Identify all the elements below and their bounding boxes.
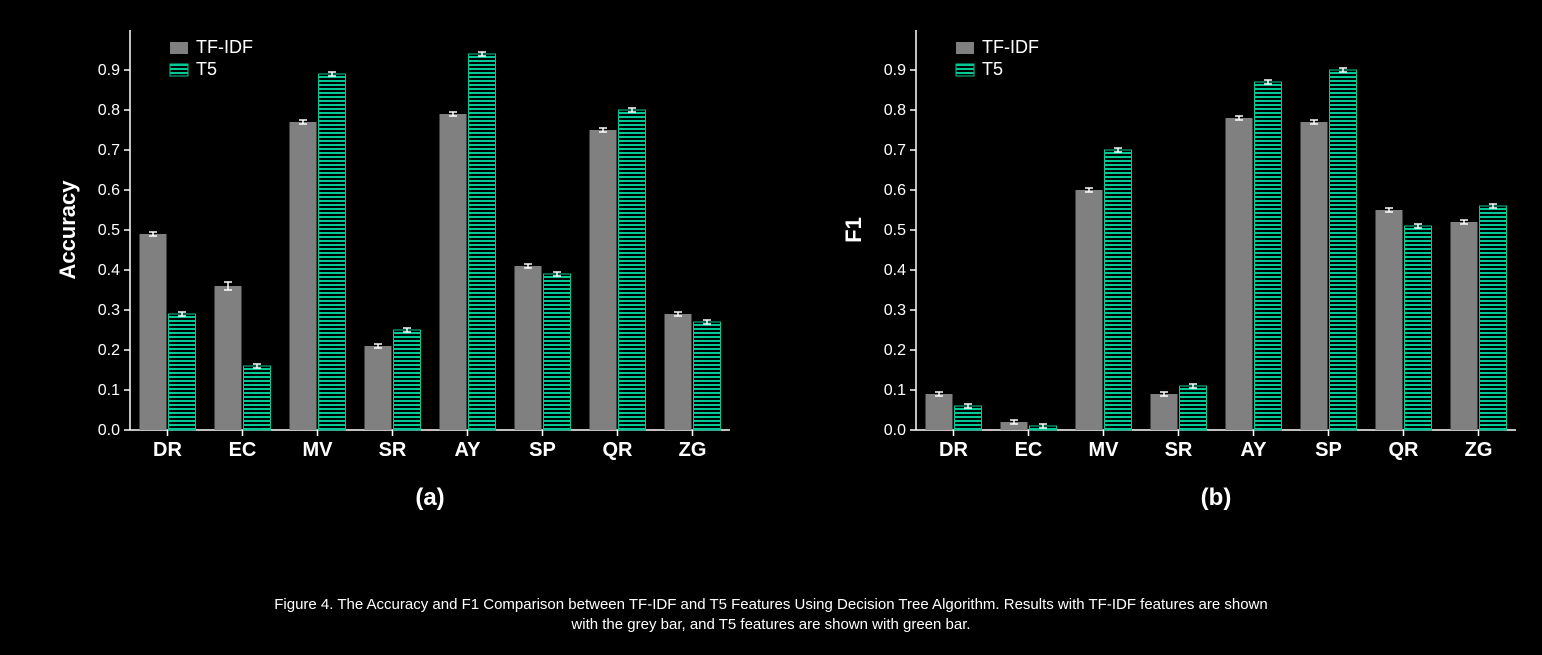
legend-label-tfidf: TF-IDF [196, 37, 253, 57]
ytick-label: 0.7 [98, 142, 120, 159]
ytick-label: 0.5 [98, 222, 120, 239]
ytick-label: 0.6 [884, 182, 906, 199]
ytick-label: 0.2 [98, 342, 120, 359]
legend-label-t5: T5 [196, 59, 217, 79]
bar-t5 [394, 330, 421, 430]
category-label: SR [1165, 439, 1193, 461]
category-label: ZG [1465, 439, 1493, 461]
ytick-label: 0.7 [884, 142, 906, 159]
bar-tfidf [515, 266, 542, 430]
panel-label: (a) [415, 484, 444, 511]
bar-tfidf [215, 286, 242, 430]
panel-b: 0.0 0.1 0.2 0.3 0.4 0.5 0.6 0.7 0.8 0.9 F1 DR EC MV SR… [841, 30, 1516, 511]
bar-tfidf [365, 346, 392, 430]
bar-t5 [244, 366, 271, 430]
ytick-label: 0.0 [98, 422, 120, 439]
ytick-label: 0.3 [98, 302, 120, 319]
category-label: QR [1389, 439, 1420, 461]
ytick-label: 0.8 [98, 102, 120, 119]
ytick-label: 0.9 [98, 62, 120, 79]
ytick-label: 0.2 [884, 342, 906, 359]
bar-t5 [1180, 386, 1207, 430]
category-label: EC [229, 439, 257, 461]
bar-t5 [544, 274, 571, 430]
bar-tfidf [926, 394, 953, 430]
ytick-label: 0.4 [884, 262, 906, 279]
ytick-label: 0.6 [98, 182, 120, 199]
ytick-label: 0.9 [884, 62, 906, 79]
legend-label-tfidf: TF-IDF [982, 37, 1039, 57]
category-label: SP [529, 439, 556, 461]
category-label: AY [455, 439, 482, 461]
bar-t5 [169, 314, 196, 430]
category-label: AY [1241, 439, 1268, 461]
bar-t5 [1480, 206, 1507, 430]
panel-a: 0.0 0.1 0.2 0.3 0.4 0.5 0.6 0.7 0.8 0.9 Accuracy DR… [55, 30, 730, 511]
ytick-label: 0.1 [98, 382, 120, 399]
category-label: SP [1315, 439, 1342, 461]
bar-t5 [619, 110, 646, 430]
bar-tfidf [1301, 122, 1328, 430]
bar-tfidf [1151, 394, 1178, 430]
bar-tfidf [1076, 190, 1103, 430]
bar-t5 [1405, 226, 1432, 430]
ytick-label: 0.8 [884, 102, 906, 119]
bar-tfidf [290, 122, 317, 430]
legend-label-t5: T5 [982, 59, 1003, 79]
dual-bar-chart: 0.0 0.1 0.2 0.3 0.4 0.5 0.6 0.7 0.8 0.9 Accuracy DR… [0, 0, 1542, 650]
bar-tfidf [665, 314, 692, 430]
caption-line-1: Figure 4. The Accuracy and F1 Comparison… [0, 595, 1542, 615]
legend-swatch-tfidf [170, 42, 188, 54]
bar-tfidf [140, 234, 167, 430]
bar-t5 [469, 54, 496, 430]
bar-t5 [1330, 70, 1357, 430]
panel-label: (b) [1201, 484, 1232, 511]
category-label: MV [1089, 439, 1120, 461]
bar-tfidf [1451, 222, 1478, 430]
caption-line-2: with the grey bar, and T5 features are s… [0, 615, 1542, 635]
y-axis-label: F1 [841, 217, 866, 243]
category-label: DR [939, 439, 968, 461]
category-label: SR [379, 439, 407, 461]
category-label: EC [1015, 439, 1043, 461]
legend-swatch-t5 [956, 64, 974, 76]
bar-tfidf [590, 130, 617, 430]
bar-t5 [955, 406, 982, 430]
category-label: ZG [679, 439, 707, 461]
legend-swatch-t5 [170, 64, 188, 76]
ytick-label: 0.5 [884, 222, 906, 239]
legend-swatch-tfidf [956, 42, 974, 54]
ytick-label: 0.0 [884, 422, 906, 439]
category-label: DR [153, 439, 182, 461]
ytick-label: 0.4 [98, 262, 120, 279]
ytick-label: 0.3 [884, 302, 906, 319]
y-axis-label: Accuracy [55, 180, 80, 280]
bar-t5 [1105, 150, 1132, 430]
bar-t5 [1255, 82, 1282, 430]
category-label: QR [603, 439, 634, 461]
ytick-label: 0.1 [884, 382, 906, 399]
bar-tfidf [1376, 210, 1403, 430]
bar-t5 [694, 322, 721, 430]
category-label: MV [303, 439, 334, 461]
bar-tfidf [1226, 118, 1253, 430]
bar-t5 [319, 74, 346, 430]
bar-tfidf [440, 114, 467, 430]
